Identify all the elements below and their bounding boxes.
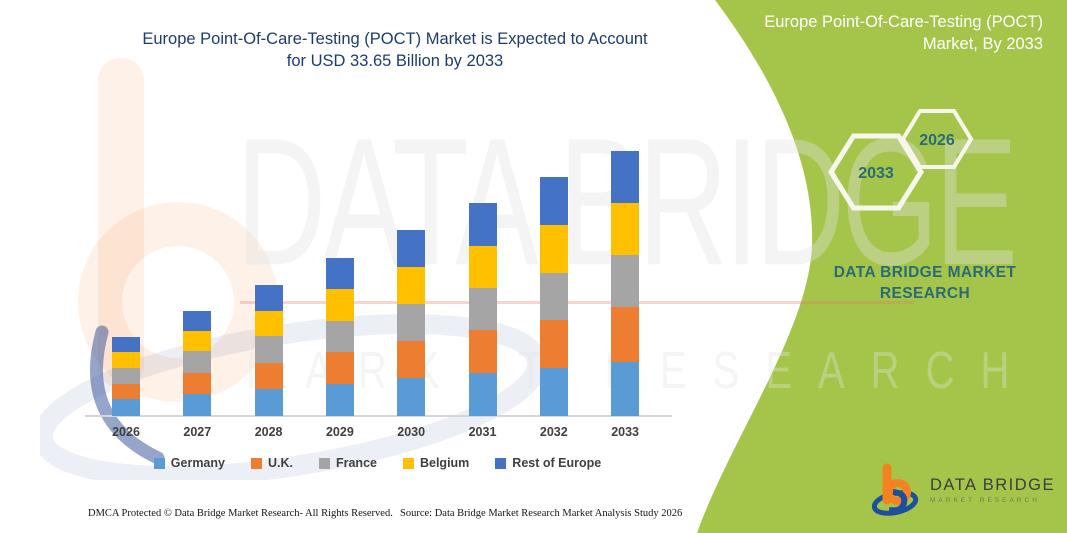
stacked-bar-2033	[611, 151, 640, 416]
legend-swatch-icon	[250, 457, 262, 469]
x-axis-label-2027: 2027	[183, 425, 212, 439]
x-axis-label-2031: 2031	[468, 425, 497, 439]
logo-name: DATA BRIDGE	[930, 476, 1055, 494]
bar-segment-belgium-2033	[611, 203, 640, 256]
logo-tagline: MARKET RESEARCH	[930, 497, 1040, 504]
hexagon-2033-icon	[828, 133, 924, 211]
bar-segment-france-2026	[112, 367, 140, 384]
bar-segment-rest-of-europe-2033	[611, 151, 640, 204]
bar-segment-rest-of-europe-2031	[468, 203, 497, 246]
legend-label: Rest of Europe	[512, 456, 602, 470]
hexagon-2026-icon	[900, 109, 974, 169]
chart-legend: Germany U.K. France Belgium Rest of Europe	[90, 456, 665, 470]
bar-segment-france-2033	[611, 255, 640, 308]
bar-segment-germany-2031	[468, 372, 497, 416]
x-axis-label-2030: 2030	[397, 425, 426, 439]
x-axis-label-2033: 2033	[611, 425, 639, 439]
bar-segment-belgium-2030	[397, 267, 426, 305]
bar-segment-france-2029	[325, 320, 354, 353]
year-hexagons: 2033 2026	[828, 109, 974, 211]
bar-segment-belgium-2027	[183, 330, 212, 352]
bar-segment-germany-2029	[325, 383, 354, 416]
bar-segment-belgium-2026	[112, 352, 140, 368]
x-axis-label-2028: 2028	[254, 425, 283, 439]
bar-segment-germany-2027	[183, 393, 212, 416]
legend-swatch-icon	[153, 457, 165, 469]
chart-title-line2: for USD 33.65 Billion by 2033	[286, 52, 504, 70]
bar-segment-germany-2030	[397, 378, 426, 416]
bar-segment-france-2030	[397, 304, 426, 342]
legend-item-germany: Germany	[153, 456, 225, 470]
legend-swatch-icon	[402, 457, 414, 469]
bar-segment-germany-2028	[254, 389, 283, 416]
bar-segment-u-k--2027	[183, 372, 212, 394]
legend-swatch-icon	[318, 457, 330, 469]
chart-title-line1: Europe Point-Of-Care-Testing (POCT) Mark…	[142, 30, 648, 48]
stacked-bar-2032	[539, 177, 568, 416]
bar-segment-france-2032	[539, 272, 568, 320]
bar-segment-u-k--2033	[611, 307, 640, 362]
bar-segment-france-2027	[183, 351, 212, 373]
bar-segment-france-2028	[254, 336, 283, 364]
panel-brand-text: DATA BRIDGE MARKET RESEARCH	[785, 262, 1065, 304]
data-bridge-logo-icon	[871, 463, 919, 516]
bar-segment-belgium-2031	[468, 245, 497, 288]
legend-item-u-k-: U.K.	[250, 456, 293, 470]
chart-title: Europe Point-Of-Care-Testing (POCT) Mark…	[45, 28, 745, 72]
stacked-bar-2030	[397, 230, 426, 416]
bar-segment-rest-of-europe-2026	[112, 337, 140, 353]
legend-swatch-icon	[495, 457, 507, 469]
legend-item-france: France	[318, 456, 377, 470]
x-axis-label-2032: 2032	[539, 425, 568, 439]
bar-segment-u-k--2029	[325, 352, 354, 384]
footer-source: Source: Data Bridge Market Research Mark…	[400, 508, 683, 519]
bar-segment-u-k--2031	[468, 330, 497, 373]
x-axis-label-2026: 2026	[112, 425, 140, 439]
data-bridge-logo-text: DATA BRIDGE MARKET RESEARCH	[930, 476, 1055, 504]
x-axis-line	[85, 415, 672, 417]
panel-brand-line2: RESEARCH	[879, 285, 971, 302]
stacked-bar-2026	[112, 337, 140, 416]
bar-segment-u-k--2026	[112, 383, 140, 400]
footer-copyright: DMCA Protected © Data Bridge Market Rese…	[88, 508, 393, 519]
bar-segment-belgium-2029	[325, 289, 354, 321]
bar-segment-france-2031	[468, 287, 497, 331]
bar-segment-u-k--2028	[254, 363, 283, 390]
legend-label: Belgium	[419, 456, 470, 470]
bar-segment-rest-of-europe-2030	[397, 230, 426, 268]
bar-segment-germany-2033	[611, 361, 640, 416]
bar-segment-belgium-2028	[254, 310, 283, 337]
stacked-bar-2029	[325, 257, 354, 416]
bar-segment-rest-of-europe-2028	[254, 284, 283, 311]
x-axis-label-2029: 2029	[325, 425, 354, 439]
bar-segment-rest-of-europe-2032	[539, 177, 568, 226]
hexagon-2026-label: 2026	[919, 132, 955, 149]
bar-segment-germany-2032	[539, 367, 568, 416]
legend-item-belgium: Belgium	[402, 456, 470, 470]
legend-label: U.K.	[267, 456, 293, 470]
data-bridge-logo: DATA BRIDGE MARKET RESEARCH	[870, 462, 1055, 518]
bar-segment-belgium-2032	[539, 225, 568, 273]
hexagon-2033-label: 2033	[858, 165, 894, 182]
bar-segment-germany-2026	[112, 399, 140, 416]
stacked-bar-2028	[254, 284, 283, 416]
bar-segment-rest-of-europe-2029	[325, 257, 354, 290]
stacked-bar-2031	[468, 203, 497, 416]
bar-segment-u-k--2030	[397, 341, 426, 379]
panel-brand-line1: DATA BRIDGE MARKET	[833, 264, 1017, 281]
bar-segment-u-k--2032	[539, 319, 568, 368]
legend-label: Germany	[170, 456, 225, 470]
legend-label: France	[335, 456, 377, 470]
stacked-bar-2027	[183, 310, 212, 416]
legend-item-rest-of-europe: Rest of Europe	[495, 456, 601, 470]
bar-segment-rest-of-europe-2027	[183, 310, 212, 331]
panel-title: Europe Point-Of-Care-Testing (POCT) Mark…	[764, 13, 1043, 53]
